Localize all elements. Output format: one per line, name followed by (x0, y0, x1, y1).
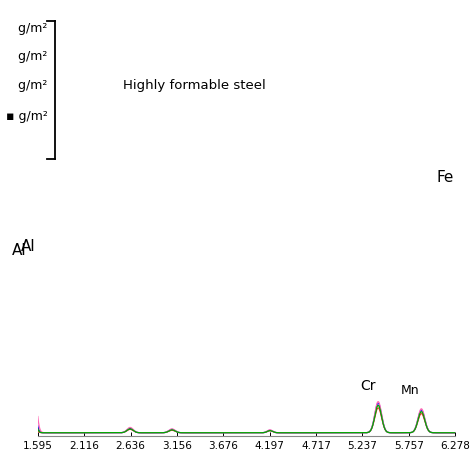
Text: Al: Al (21, 239, 36, 255)
Text: Al: Al (11, 243, 26, 257)
Text: Highly formable steel: Highly formable steel (123, 79, 266, 92)
Text: Cr: Cr (360, 379, 376, 393)
Text: g/m²: g/m² (14, 50, 47, 64)
Text: g/m²: g/m² (14, 79, 47, 92)
Text: ▪ g/m²: ▪ g/m² (6, 109, 47, 123)
Text: g/m²: g/m² (14, 22, 47, 35)
Text: Fe: Fe (437, 170, 454, 185)
Text: Mn: Mn (401, 383, 419, 397)
